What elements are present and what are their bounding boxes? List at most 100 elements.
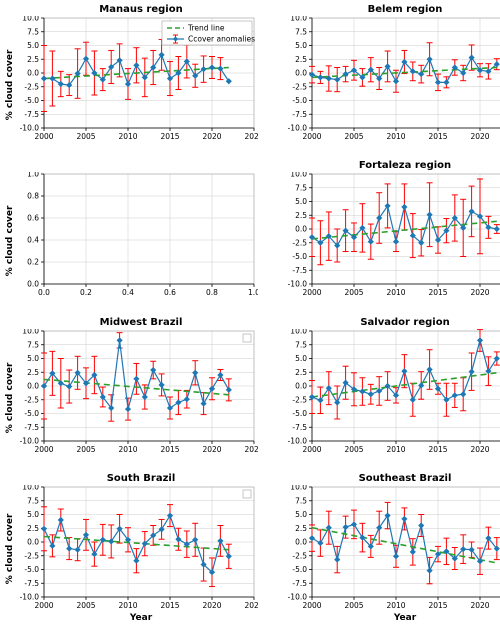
svg-text:-10.0: -10.0 [20,436,40,445]
svg-text:2020: 2020 [202,132,221,141]
svg-text:-7.5: -7.5 [292,110,307,119]
svg-text:2010: 2010 [118,132,137,141]
svg-text:2.5: 2.5 [295,55,307,64]
svg-text:-2.5: -2.5 [292,395,307,404]
svg-text:-5.0: -5.0 [292,252,307,261]
svg-text:2000: 2000 [302,445,321,454]
plot-area: 200020052010201520202025-10.0-7.5-5.0-2.… [284,16,500,154]
svg-text:10.0: 10.0 [290,172,307,179]
svg-text:-10.0: -10.0 [288,124,308,133]
panel-title: South Brazil [4,473,278,484]
svg-text:-10.0: -10.0 [20,124,40,133]
y-axis-label: % cloud cover [4,16,16,154]
subplot-2: % cloud cover 0.00.20.40.60.81.00.00.20.… [4,160,278,310]
svg-text:-2.5: -2.5 [24,395,39,404]
svg-text:-5.0: -5.0 [24,565,39,574]
svg-text:2.5: 2.5 [295,211,307,220]
svg-text:5.0: 5.0 [295,41,307,50]
panel-title: Fortaleza region [284,160,500,171]
svg-text:0.8: 0.8 [27,192,39,201]
svg-text:5.0: 5.0 [295,354,307,363]
svg-text:2.5: 2.5 [27,524,39,533]
svg-text:2020: 2020 [470,445,489,454]
svg-text:-7.5: -7.5 [292,422,307,431]
panel-title: Southeast Brazil [284,473,500,484]
svg-text:2000: 2000 [34,445,53,454]
plot-area: % cloud cover 200020052010201520202025-1… [4,329,278,467]
panel-svg: 200020052010201520202025-10.0-7.5-5.0-2.… [16,329,258,455]
svg-text:-7.5: -7.5 [292,579,307,588]
svg-text:-2.5: -2.5 [24,82,39,91]
y-axis-label: % cloud cover [4,485,16,612]
svg-text:2015: 2015 [160,601,179,610]
svg-text:-5.0: -5.0 [24,409,39,418]
subplot-grid: Manaus region % cloud cover 200020052010… [4,4,496,623]
svg-text:2000: 2000 [34,132,53,141]
svg-text:10.0: 10.0 [22,485,39,492]
svg-text:7.5: 7.5 [27,340,39,349]
svg-text:2020: 2020 [470,601,489,610]
svg-text:5.0: 5.0 [27,41,39,50]
svg-text:10.0: 10.0 [22,16,39,23]
svg-text:Ccover anomalies: Ccover anomalies [188,35,255,44]
svg-text:2020: 2020 [202,445,221,454]
svg-text:2.5: 2.5 [295,367,307,376]
svg-text:-10.0: -10.0 [288,436,308,445]
svg-text:0.0: 0.0 [38,288,50,297]
svg-text:5.0: 5.0 [295,510,307,519]
svg-text:0.0: 0.0 [295,537,307,546]
svg-text:1.0: 1.0 [248,288,258,297]
svg-text:0.4: 0.4 [27,236,39,245]
svg-text:2005: 2005 [76,601,95,610]
svg-text:2005: 2005 [344,445,363,454]
svg-text:10.0: 10.0 [22,329,39,336]
subplot-0: Manaus region % cloud cover 200020052010… [4,4,278,154]
svg-text:2020: 2020 [470,288,489,297]
plot-area: 200020052010201520202025-10.0-7.5-5.0-2.… [284,485,500,612]
svg-text:0.0: 0.0 [295,69,307,78]
panel-svg: 200020052010201520202025-10.0-7.5-5.0-2.… [284,172,500,298]
svg-text:7.5: 7.5 [295,184,307,193]
svg-text:-10.0: -10.0 [288,592,308,601]
svg-text:0.0: 0.0 [27,280,39,289]
svg-text:2010: 2010 [118,601,137,610]
svg-text:2010: 2010 [118,445,137,454]
svg-text:0.2: 0.2 [80,288,92,297]
plot-area: 200020052010201520202025-10.0-7.5-5.0-2.… [284,172,500,310]
panel-svg: 200020052010201520202025-10.0-7.5-5.0-2.… [16,16,258,142]
svg-text:2015: 2015 [428,601,447,610]
svg-text:5.0: 5.0 [295,197,307,206]
svg-text:0.0: 0.0 [295,381,307,390]
svg-text:5.0: 5.0 [27,510,39,519]
svg-text:2005: 2005 [76,445,95,454]
svg-text:2025: 2025 [244,132,258,141]
svg-text:0.0: 0.0 [295,225,307,234]
svg-text:2000: 2000 [34,601,53,610]
subplot-1: Belem region 200020052010201520202025-10… [284,4,500,154]
panel-svg: 0.00.20.40.60.81.00.00.20.40.60.81.0 [16,172,258,298]
svg-text:0.0: 0.0 [27,69,39,78]
svg-text:2000: 2000 [302,288,321,297]
svg-text:7.5: 7.5 [27,496,39,505]
svg-text:2.5: 2.5 [27,55,39,64]
svg-text:2005: 2005 [344,132,363,141]
panel-title: Midwest Brazil [4,317,278,328]
y-axis-label: % cloud cover [4,172,16,310]
svg-text:2010: 2010 [386,445,405,454]
svg-text:10.0: 10.0 [290,485,307,492]
svg-text:-2.5: -2.5 [292,239,307,248]
svg-text:7.5: 7.5 [27,27,39,36]
svg-text:2.5: 2.5 [27,367,39,376]
svg-text:2025: 2025 [244,445,258,454]
svg-text:-2.5: -2.5 [24,551,39,560]
svg-text:7.5: 7.5 [295,340,307,349]
subplot-4: Midwest Brazil % cloud cover 20002005201… [4,317,278,467]
svg-text:1.0: 1.0 [27,172,39,179]
svg-text:0.0: 0.0 [27,537,39,546]
svg-text:-2.5: -2.5 [292,551,307,560]
svg-text:2015: 2015 [160,132,179,141]
panel-title: Salvador region [284,317,500,328]
x-axis-label: Year [4,613,278,623]
svg-text:7.5: 7.5 [295,27,307,36]
svg-text:7.5: 7.5 [295,496,307,505]
